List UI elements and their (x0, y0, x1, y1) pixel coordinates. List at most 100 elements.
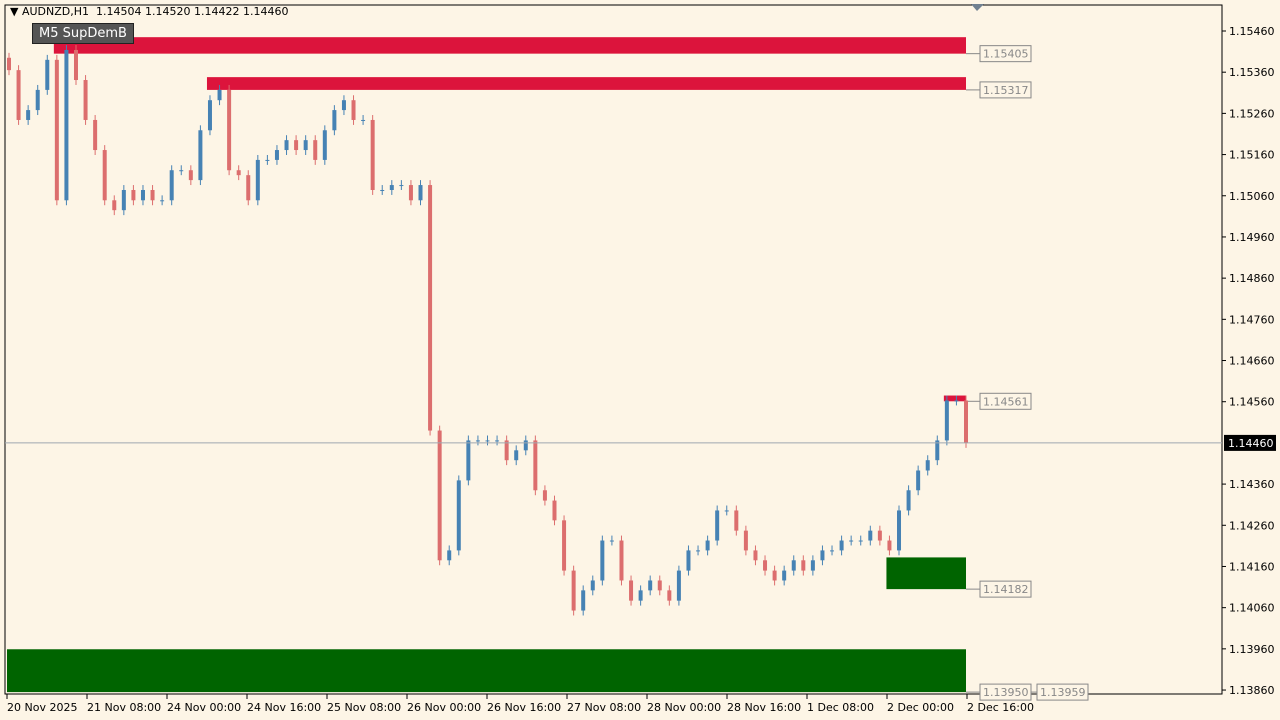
candle-body (782, 570, 787, 581)
y-tick-label: 1.14560 (1229, 396, 1275, 409)
y-tick-label: 1.14160 (1229, 560, 1275, 573)
zone-price-label: 1.14182 (983, 583, 1029, 596)
candle-body (140, 189, 145, 201)
candle-body (26, 110, 31, 120)
chart-header: ▼ AUDNZD,H1 1.14504 1.14520 1.14422 1.14… (10, 5, 289, 18)
candle-body (466, 440, 471, 481)
candle-body (380, 189, 385, 191)
symbol-label: AUDNZD,H1 (21, 5, 90, 18)
candle-body (581, 590, 586, 611)
x-tick-label: 26 Nov 16:00 (487, 701, 561, 714)
candle-body (207, 100, 212, 131)
candle-body (418, 185, 423, 201)
current-price-label: 1.14460 (1228, 437, 1274, 450)
candle-body (351, 100, 356, 120)
candle-body (303, 140, 308, 151)
zone-price-label: 1.15405 (983, 48, 1029, 61)
candle-body (638, 590, 643, 601)
x-tick-label: 24 Nov 16:00 (247, 701, 321, 714)
candle-body (523, 440, 528, 451)
candle-body (217, 89, 222, 101)
y-tick-label: 1.14860 (1229, 272, 1275, 285)
candle-body (102, 150, 107, 201)
candle-body (858, 540, 863, 542)
candle-body (715, 510, 720, 541)
x-tick-label: 27 Nov 08:00 (567, 701, 641, 714)
candle-body (801, 560, 806, 571)
y-tick-label: 1.15060 (1229, 190, 1275, 203)
x-tick-label: 1 Dec 08:00 (807, 701, 874, 714)
candle-body (35, 89, 40, 111)
plot-frame (4, 4, 1223, 695)
y-tick-label: 1.13960 (1229, 643, 1275, 656)
candle-body (897, 510, 902, 551)
zone-price-label: 1.15317 (983, 84, 1029, 97)
candle-body (734, 510, 739, 531)
y-tick-label: 1.15460 (1229, 25, 1275, 38)
candle-body (743, 530, 748, 551)
candle-body (839, 540, 844, 551)
candle-body (648, 580, 653, 591)
candle-body (791, 560, 796, 571)
candle-body (73, 49, 78, 81)
candle-body (772, 570, 777, 581)
shift-marker-icon (971, 4, 984, 11)
candle-body (93, 119, 98, 151)
candle-body (169, 170, 174, 201)
candle-body (447, 550, 452, 561)
candle-body (389, 185, 394, 190)
zone-price-box (979, 81, 1032, 99)
candle-body (763, 560, 768, 571)
supply-zone (206, 77, 967, 90)
candle-body (399, 185, 404, 187)
x-tick-label: 25 Nov 08:00 (327, 701, 401, 714)
supply-zone (943, 395, 966, 402)
candle-body (485, 440, 490, 442)
candle-body (724, 510, 729, 512)
y-tick-label: 1.15260 (1229, 107, 1275, 120)
ohlc-readout: 1.14504 1.14520 1.14422 1.14460 (96, 5, 289, 18)
candle-body (475, 440, 480, 442)
candle-body (274, 150, 279, 160)
candle-body (629, 580, 634, 601)
candle-body (667, 590, 672, 601)
candle-body (236, 170, 241, 176)
y-tick-label: 1.14960 (1229, 231, 1275, 244)
demand-zone (886, 557, 966, 590)
candle-body (820, 550, 825, 561)
y-tick-label: 1.14360 (1229, 478, 1275, 491)
candle-body (705, 540, 710, 551)
candle-body (7, 57, 11, 71)
zone-price-label: 1.13959 (1040, 686, 1086, 699)
x-tick-label: 26 Nov 00:00 (407, 701, 481, 714)
candle-body (456, 480, 461, 551)
candle-body (964, 400, 968, 443)
candle-body (868, 530, 873, 541)
candle-body (887, 540, 892, 551)
candle-body (925, 460, 930, 471)
candle-body (619, 540, 624, 581)
x-tick-label: 2 Dec 16:00 (967, 701, 1034, 714)
candle-body (265, 159, 270, 161)
demand-zone (7, 649, 966, 693)
candle-body (600, 540, 605, 581)
candle-body (696, 550, 701, 552)
zone-price-box (979, 580, 1032, 598)
candle-body (341, 100, 346, 111)
indicator-label[interactable]: M5 SupDemB (32, 23, 134, 44)
y-tick-label: 1.15360 (1229, 66, 1275, 79)
candle-body (428, 185, 433, 431)
candle-body (830, 550, 835, 552)
candle-body (313, 140, 318, 160)
candle-body (504, 440, 509, 461)
candle-body (552, 500, 557, 521)
current-price-box (1224, 434, 1276, 451)
candle-body (676, 570, 681, 601)
candle-body (495, 440, 500, 442)
supply-zone (53, 37, 967, 54)
y-tick-label: 1.14660 (1229, 355, 1275, 368)
candle-body (753, 550, 758, 561)
candle-body (935, 440, 940, 461)
candle-body (294, 140, 299, 151)
